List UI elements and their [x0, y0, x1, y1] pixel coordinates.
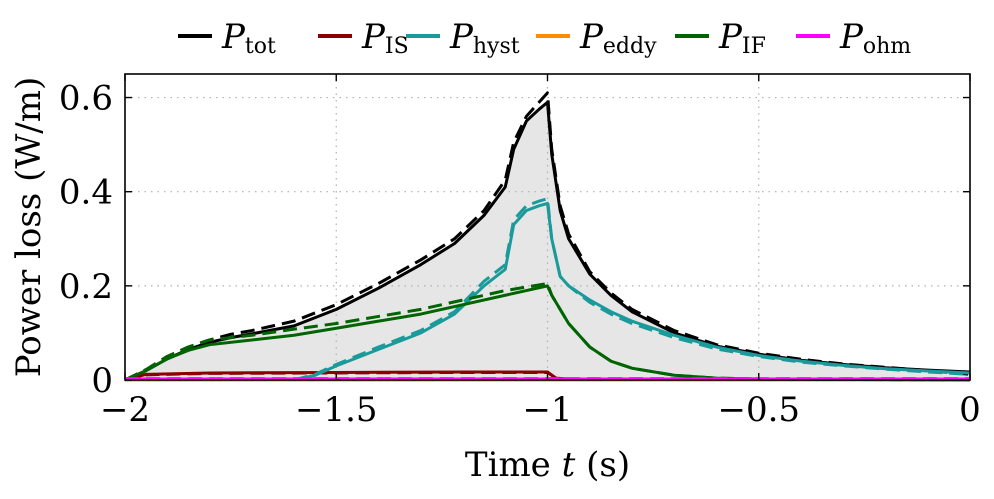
legend-label: Peddy [579, 17, 657, 59]
series-line-hyst-dashed [293, 197, 971, 382]
legend: Ptot PIS Physt Peddy PIF Pohm [178, 17, 911, 59]
legend-label: Pohm [839, 17, 911, 59]
legend-item-ohm: Pohm [796, 17, 911, 59]
y-axis-label: Power loss (W/m) [9, 77, 49, 377]
series-line-tot-dashed [124, 91, 971, 382]
legend-item-IS: PIS [318, 17, 409, 59]
x-axis-label-var: t [562, 445, 576, 485]
x-axis-ticks: −2 −1.5 −1 −0.5 0 [100, 74, 981, 430]
y-tick-label: 0.2 [59, 267, 113, 307]
total-loss-fill-area [125, 102, 970, 380]
y-axis-ticks: 0 0.2 0.4 0.6 [59, 79, 970, 401]
x-axis-label-suffix: (s) [575, 445, 630, 485]
legend-item-IF: PIF [675, 17, 766, 59]
legend-item-hyst: Physt [406, 17, 520, 59]
legend-item-tot: Ptot [178, 17, 276, 59]
y-tick-label: 0.4 [59, 173, 113, 213]
y-tick-label: 0.6 [59, 79, 113, 119]
x-tick-label: −2 [100, 390, 150, 430]
legend-item-eddy: Peddy [536, 17, 657, 59]
x-tick-label: −0.5 [717, 390, 800, 430]
x-axis-label-prefix: Time [465, 445, 562, 485]
legend-label: Ptot [221, 17, 276, 59]
x-axis-label: Time t (s) [465, 445, 630, 485]
legend-label: PIF [718, 17, 766, 59]
plot-area [124, 73, 971, 382]
x-tick-label: −1.5 [295, 390, 378, 430]
y-tick-label: 0 [91, 361, 113, 401]
x-tick-label: −1 [522, 390, 572, 430]
legend-label: Physt [449, 17, 520, 59]
legend-label: PIS [361, 17, 409, 59]
x-tick-label: 0 [959, 390, 981, 430]
series-line-IS-dashed [124, 370, 970, 382]
series-line-IF-dashed [124, 281, 971, 382]
